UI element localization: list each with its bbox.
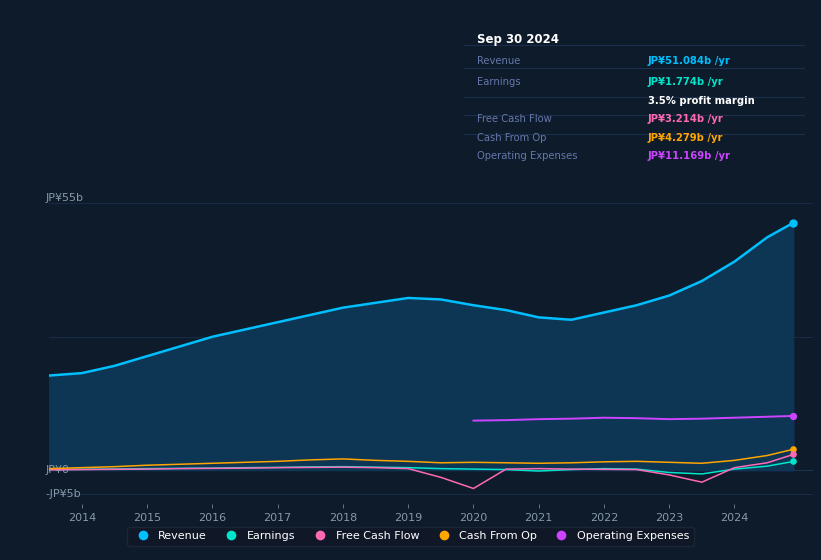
Text: JP¥3.214b /yr: JP¥3.214b /yr bbox=[648, 114, 723, 124]
Text: Free Cash Flow: Free Cash Flow bbox=[478, 114, 553, 124]
Point bbox=[787, 412, 800, 421]
Legend: Revenue, Earnings, Free Cash Flow, Cash From Op, Operating Expenses: Revenue, Earnings, Free Cash Flow, Cash … bbox=[127, 527, 694, 545]
Text: Cash From Op: Cash From Op bbox=[478, 133, 547, 143]
Text: Earnings: Earnings bbox=[478, 77, 521, 87]
Text: -JP¥5b: -JP¥5b bbox=[45, 489, 81, 500]
Point bbox=[787, 450, 800, 459]
Point bbox=[787, 457, 800, 466]
Text: 3.5% profit margin: 3.5% profit margin bbox=[648, 96, 754, 106]
Text: JP¥11.169b /yr: JP¥11.169b /yr bbox=[648, 151, 731, 161]
Text: Operating Expenses: Operating Expenses bbox=[478, 151, 578, 161]
Text: JP¥51.084b /yr: JP¥51.084b /yr bbox=[648, 56, 731, 66]
Text: JP¥55b: JP¥55b bbox=[45, 193, 84, 203]
Text: Sep 30 2024: Sep 30 2024 bbox=[478, 33, 559, 46]
Point bbox=[787, 445, 800, 454]
Point bbox=[787, 218, 800, 227]
Text: JP¥4.279b /yr: JP¥4.279b /yr bbox=[648, 133, 723, 143]
Text: JP¥1.774b /yr: JP¥1.774b /yr bbox=[648, 77, 723, 87]
Text: Revenue: Revenue bbox=[478, 56, 521, 66]
Text: JP¥0: JP¥0 bbox=[45, 465, 70, 475]
